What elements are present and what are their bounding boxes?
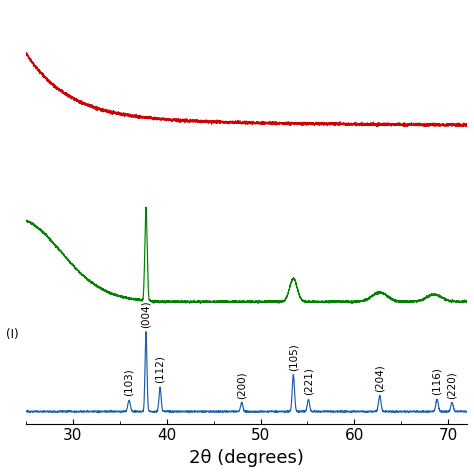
Text: (220): (220) bbox=[447, 371, 457, 399]
Text: (105): (105) bbox=[288, 343, 298, 371]
Text: (I): (I) bbox=[6, 328, 18, 341]
Text: (112): (112) bbox=[155, 355, 165, 383]
Text: (103): (103) bbox=[124, 369, 134, 396]
Text: (204): (204) bbox=[375, 364, 385, 392]
Text: (116): (116) bbox=[432, 367, 442, 395]
Text: (004): (004) bbox=[141, 300, 151, 328]
X-axis label: 2θ (degrees): 2θ (degrees) bbox=[189, 449, 304, 467]
Text: (221): (221) bbox=[303, 367, 313, 395]
Text: (200): (200) bbox=[237, 371, 247, 399]
